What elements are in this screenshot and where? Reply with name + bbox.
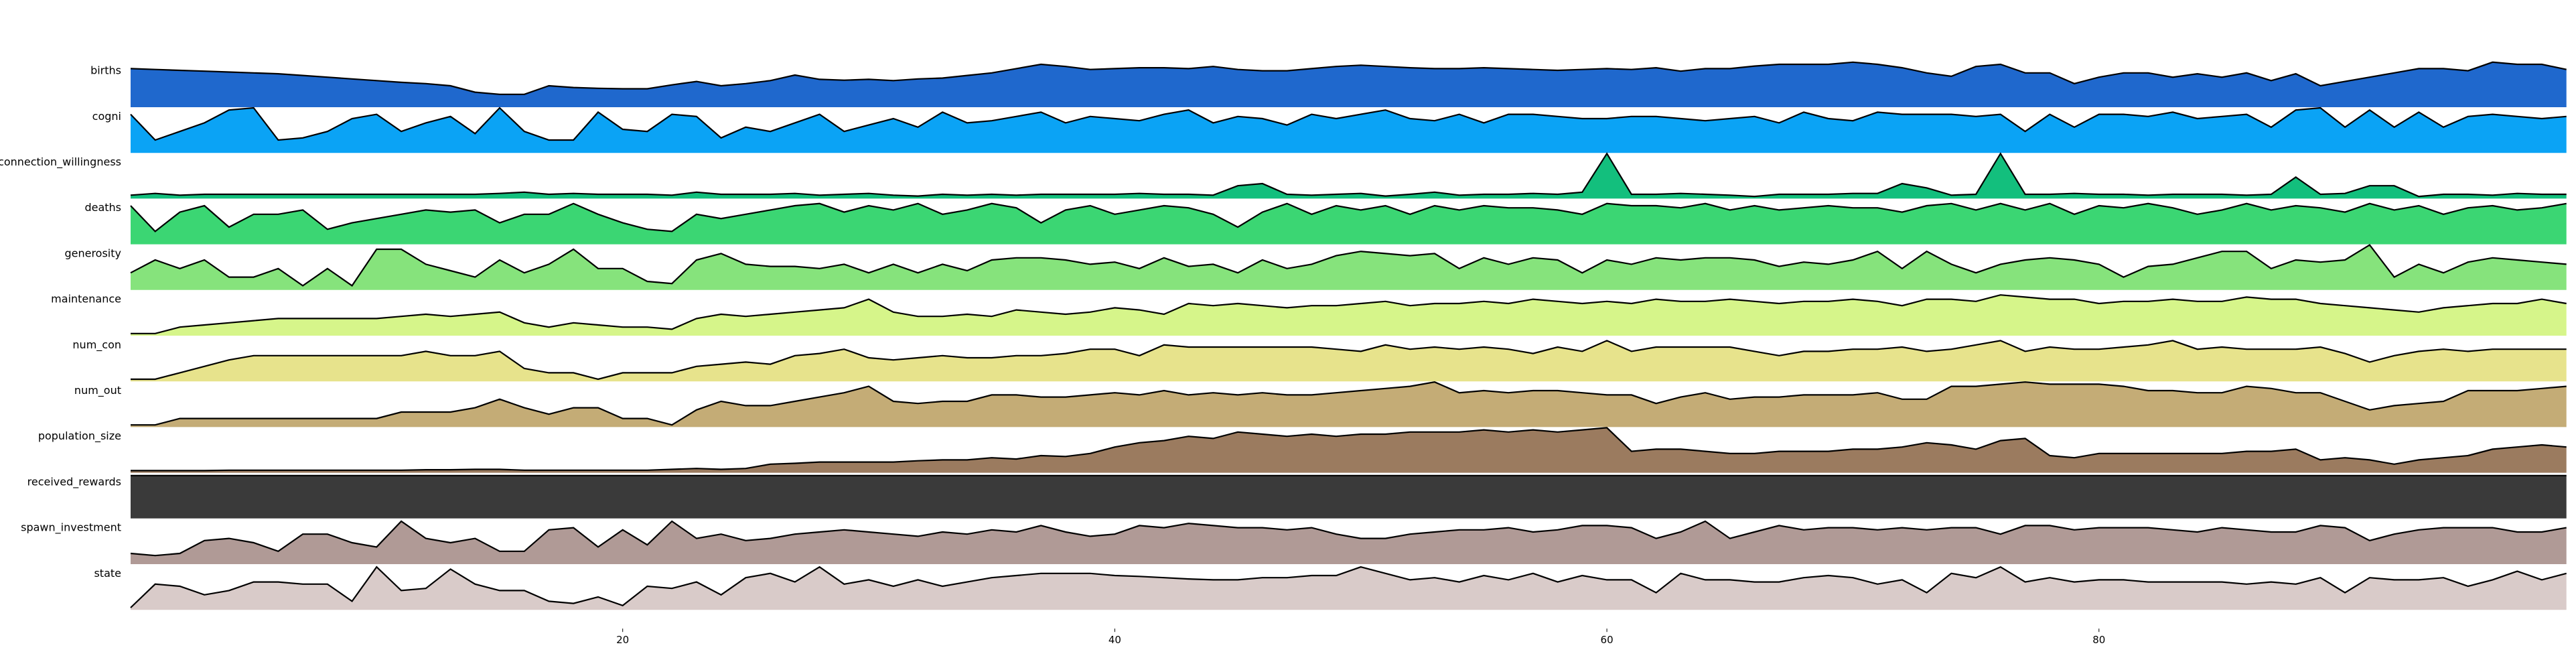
ridge-line-connection-willingness [130, 152, 2567, 198]
ridge-area-received-rewards [131, 475, 2567, 519]
row-label-num-out: num_out [74, 384, 121, 397]
row-label-spawn-investment: spawn_investment [21, 521, 121, 535]
ridge-line-num-out [131, 381, 2567, 426]
row-label-cogni: cogni [92, 110, 121, 123]
row-label-births: births [90, 64, 121, 77]
ridges-group [130, 61, 2567, 610]
row-label-connection-willingness: connection_willingness [0, 155, 121, 169]
ridge-line-num-con [131, 340, 2567, 381]
ridge-area-spawn-investment [131, 521, 2567, 564]
row-label-num-con: num_con [72, 338, 121, 352]
x-axis: 20 40 60 80 [616, 628, 2105, 646]
ridge-line-births [130, 61, 2567, 95]
row-label-received-rewards: received_rewards [27, 475, 121, 488]
ridge-area-maintenance [131, 295, 2567, 336]
ridge-area-num-con [131, 340, 2567, 382]
row-label-deaths: deaths [84, 201, 121, 214]
ridge-area-state [131, 567, 2567, 610]
ridge-area-connection-willingness [131, 153, 2567, 199]
x-tick-label-20: 20 [616, 634, 629, 646]
ridge-line-population-size [131, 427, 2567, 472]
ridge-area-generosity [131, 245, 2567, 290]
ridge-area-births [131, 62, 2567, 107]
ridge-area-deaths [131, 203, 2567, 245]
ridge-line-spawn-investment [130, 520, 2567, 557]
row-label-maintenance: maintenance [51, 293, 121, 306]
ridge-area-cogni [131, 108, 2567, 153]
row-label-state: state [94, 567, 121, 580]
ridge-area-population-size [131, 427, 2567, 473]
row-label-generosity: generosity [64, 247, 121, 259]
row-label-population-size: population_size [38, 429, 121, 443]
ridge-line-deaths [130, 202, 2567, 232]
x-tick-label-60: 60 [1601, 634, 1614, 646]
ridge-line-cogni [130, 107, 2567, 141]
ridge-line-state [130, 565, 2567, 608]
ridge-line-generosity [130, 244, 2567, 287]
x-tick-label-80: 80 [2092, 634, 2105, 646]
ridge-line-maintenance [131, 294, 2567, 334]
ridge-area-num-out [131, 382, 2567, 427]
x-tick-label-40: 40 [1108, 634, 1121, 646]
